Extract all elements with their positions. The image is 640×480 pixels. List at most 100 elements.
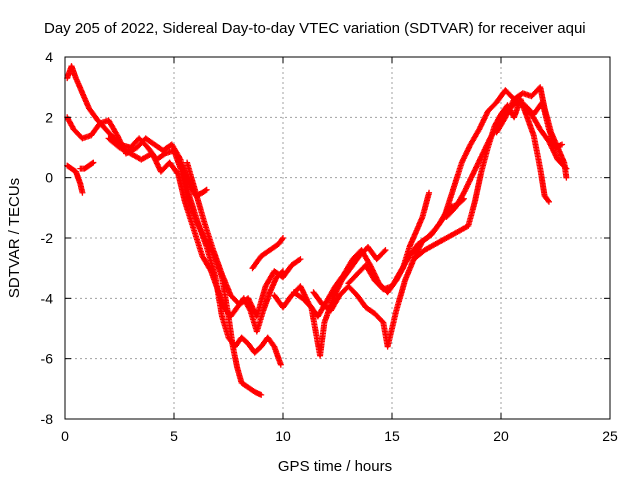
data-point-marks — [413, 215, 425, 235]
data-point-marks — [389, 269, 403, 290]
data-point-marks — [116, 144, 132, 156]
data-point-marks — [406, 242, 421, 260]
x-tick-label: 25 — [602, 428, 618, 444]
data-point-marks — [280, 263, 294, 281]
data-point-marks — [454, 223, 470, 235]
data-point-marks — [199, 187, 209, 196]
data-point-marks — [478, 136, 493, 160]
data-point-marks — [181, 198, 197, 231]
data-point-marks — [251, 344, 264, 356]
data-point-marks — [415, 235, 429, 247]
series-trace-4 — [77, 159, 97, 172]
data-point-marks — [371, 310, 386, 325]
data-point-marks — [443, 206, 458, 220]
data-point-marks — [86, 160, 96, 169]
data-point-marks — [365, 244, 379, 261]
data-point — [382, 247, 389, 254]
data-point-marks — [179, 162, 192, 186]
data-point-marks — [541, 192, 552, 204]
data-point-marks — [192, 189, 208, 225]
data-point-marks — [238, 334, 250, 346]
data-point-marks — [432, 235, 449, 247]
data-point-marks — [258, 247, 272, 260]
data-point-marks — [234, 364, 245, 385]
data-point-marks — [393, 278, 408, 314]
data-point — [563, 174, 570, 181]
data-point-marks — [266, 241, 281, 254]
data-point-marks — [310, 289, 325, 307]
y-tick-label: -6 — [41, 351, 54, 367]
y-tick-label: 4 — [45, 49, 53, 65]
data-point-marks — [354, 292, 368, 310]
data-point-marks — [548, 129, 561, 150]
data-point-marks — [423, 227, 438, 241]
data-point-marks — [460, 173, 475, 196]
data-point-marks — [275, 236, 286, 247]
data-point-marks — [317, 321, 328, 359]
series-trace-2 — [64, 114, 284, 368]
data-point-marks — [271, 343, 284, 367]
data-point-marks — [208, 268, 221, 291]
data-point-marks — [561, 159, 570, 180]
data-point-marks — [537, 165, 548, 198]
data-point-marks — [443, 229, 459, 241]
data-point-marks — [347, 254, 362, 272]
y-tick-label: -8 — [41, 411, 54, 427]
data-point — [203, 186, 210, 193]
x-tick-label: 10 — [275, 428, 291, 444]
data-point-marks — [373, 248, 388, 263]
y-tick-label: 0 — [45, 170, 53, 186]
data-point-marks — [72, 75, 85, 95]
data-point-marks — [199, 253, 214, 273]
data-point-marks — [410, 248, 427, 263]
y-axis-title: SDTVAR / TECUs — [6, 178, 23, 298]
data-point-marks — [242, 382, 257, 394]
data-point-marks — [81, 163, 91, 172]
y-tick-label: -2 — [41, 230, 54, 246]
data-point-marks — [345, 272, 359, 287]
series-trace-7 — [184, 159, 304, 320]
y-tick-label: 2 — [45, 109, 53, 125]
x-tick-label: 20 — [493, 428, 509, 444]
data-point-marks — [330, 278, 345, 302]
data-point-marks — [402, 257, 417, 284]
data-point-marks — [419, 191, 432, 220]
data-point-marks — [465, 200, 478, 229]
data-point-marks — [406, 230, 419, 250]
data-point-marks — [288, 257, 303, 269]
data-point-marks — [142, 135, 157, 147]
data-point-marks — [450, 161, 465, 193]
data-point-marks — [266, 275, 279, 296]
data-point — [559, 141, 566, 148]
data-point-marks — [487, 121, 501, 142]
data-point — [545, 198, 552, 205]
data-point-marks — [195, 219, 210, 249]
data-point-marks — [190, 225, 205, 258]
data-point-marks — [264, 334, 277, 349]
data-point — [90, 159, 97, 166]
data-point-marks — [79, 90, 92, 110]
data-point-marks — [271, 292, 286, 310]
data-point-marks — [458, 142, 473, 166]
data-point-marks — [362, 262, 377, 282]
data-point-marks — [338, 266, 353, 284]
data-point-marks — [541, 105, 554, 134]
series-trace-15 — [493, 84, 570, 181]
axis-ticks: 0 5 10 15 20 25 -8 -6 -4 -2 0 2 4 — [41, 49, 618, 444]
data-point-marks — [328, 293, 342, 314]
x-tick-label: 5 — [170, 428, 178, 444]
data-point-marks — [397, 254, 412, 275]
y-tick-label: -4 — [41, 290, 54, 306]
data-point — [258, 391, 265, 398]
data-point-marks — [149, 150, 164, 174]
data-point-marks — [219, 313, 231, 339]
data-point-marks — [384, 308, 399, 350]
series-trace-12 — [345, 87, 570, 293]
data-point — [79, 189, 86, 196]
data-point-marks — [214, 286, 227, 309]
data-point-marks — [175, 171, 188, 204]
data-point-marks — [262, 269, 277, 290]
data-point-marks — [105, 135, 122, 150]
data-point-marks — [421, 241, 438, 254]
